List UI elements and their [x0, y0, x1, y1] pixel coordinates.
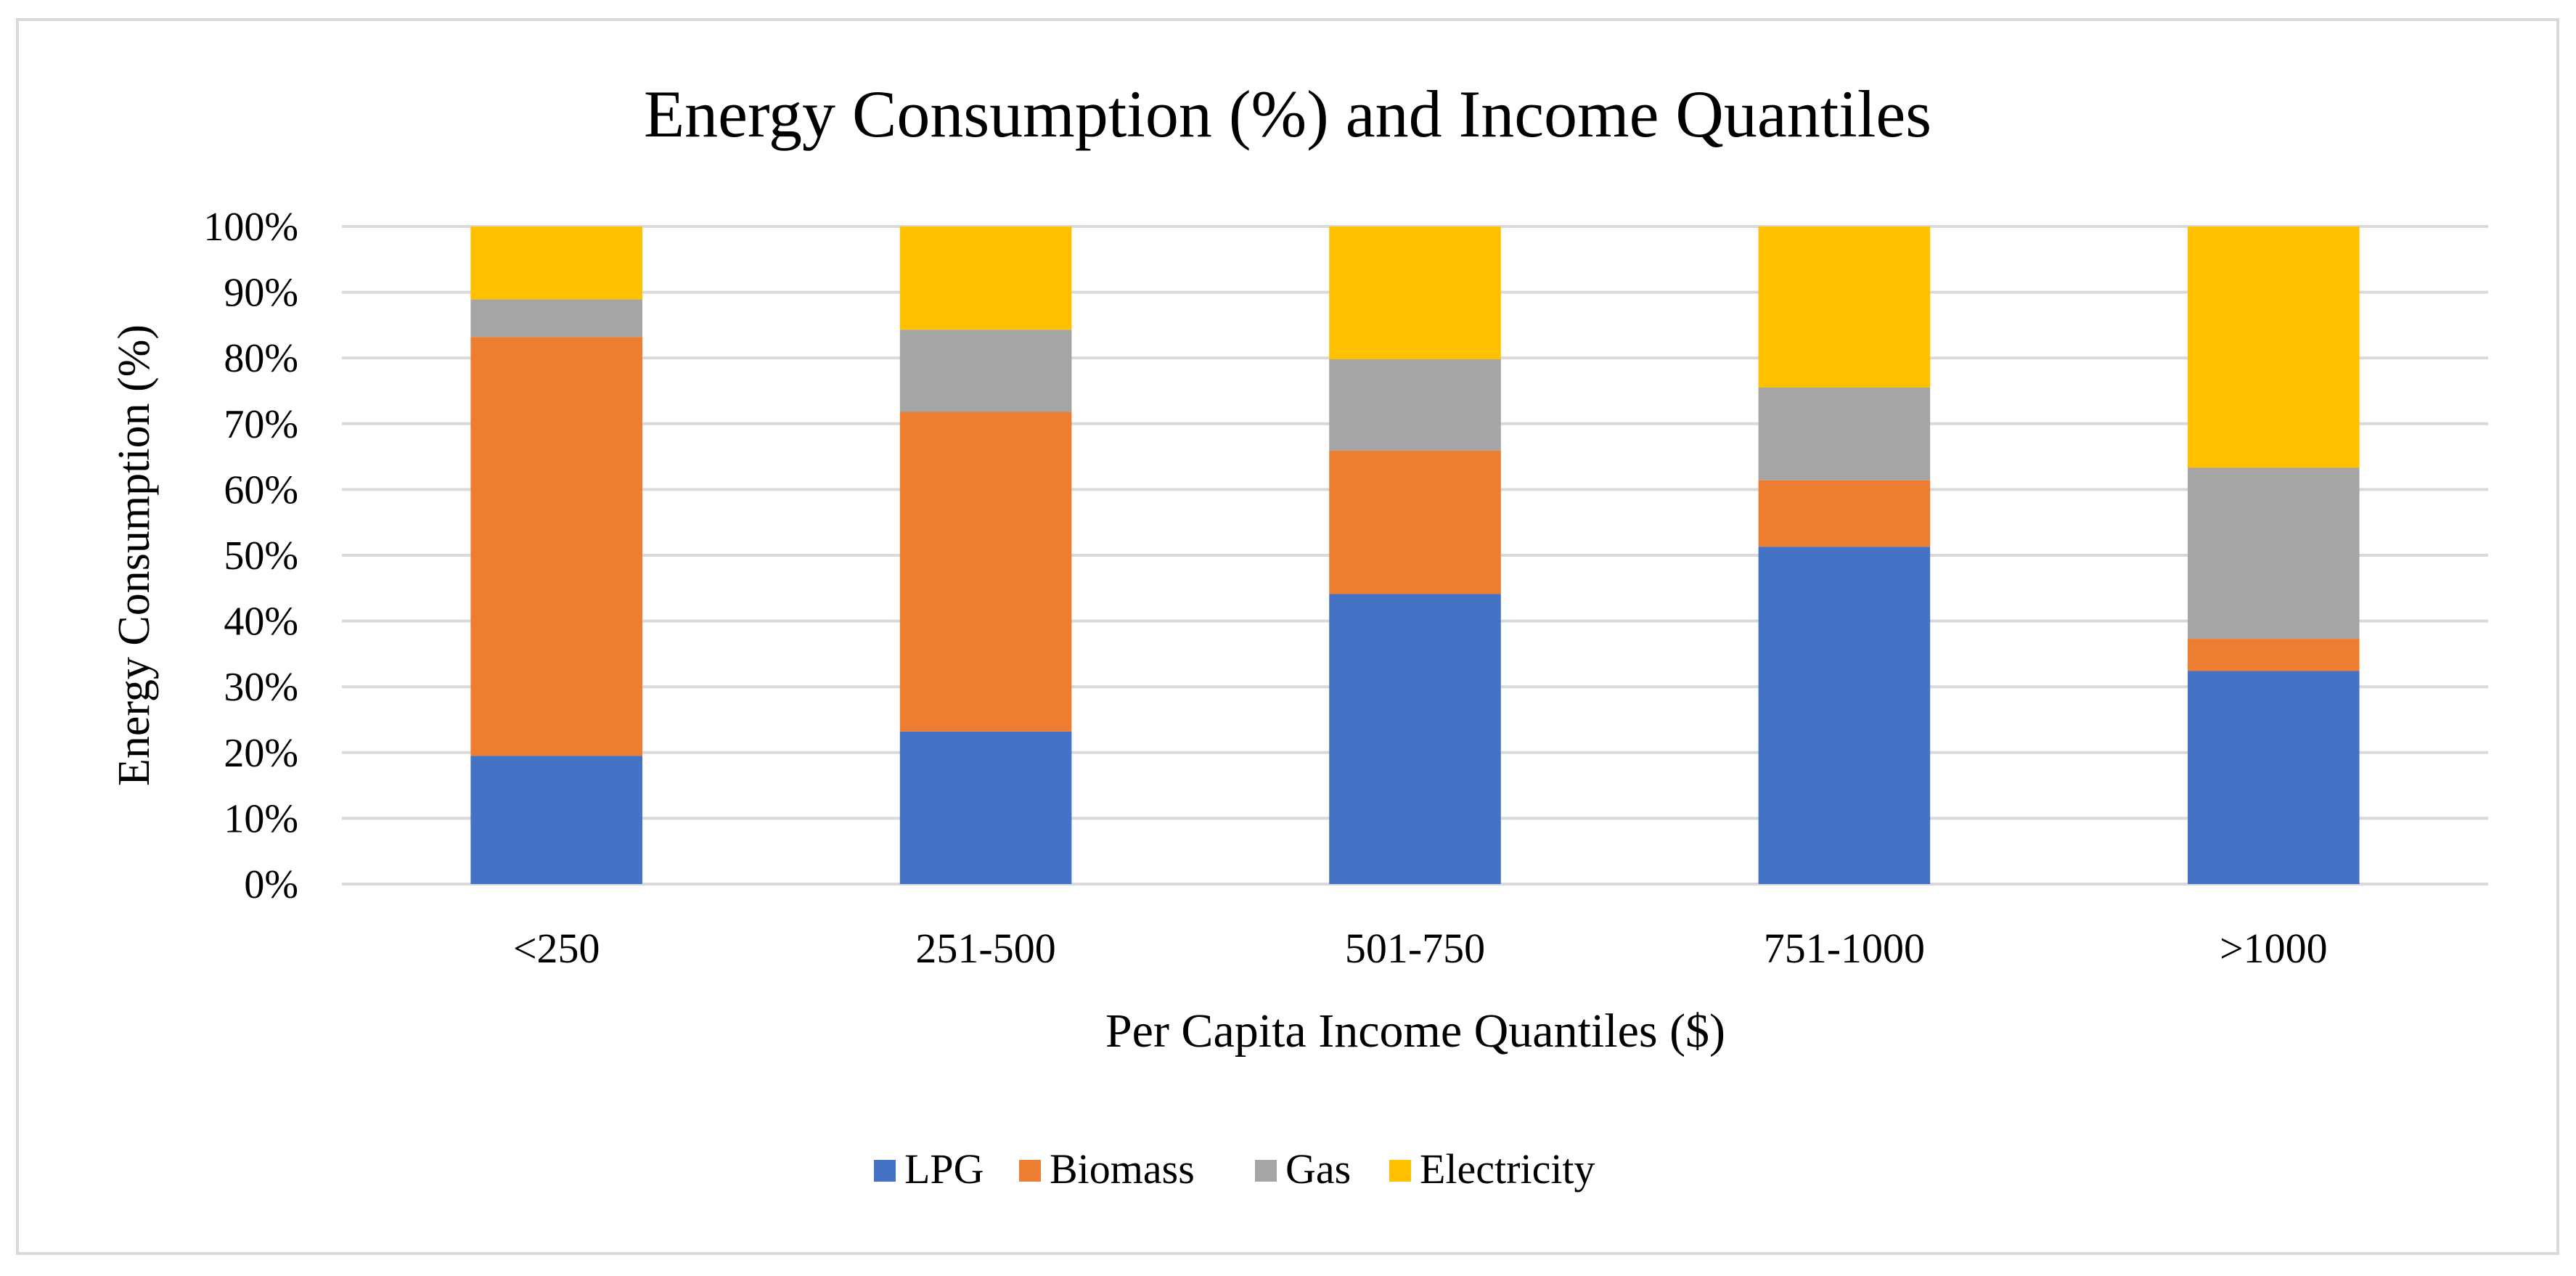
bar-segment-biomass-4 [2188, 639, 2360, 671]
x-tick-label: >1000 [2220, 925, 2328, 972]
bar-segment-biomass-3 [1758, 480, 1931, 547]
y-tick-label: 10% [224, 796, 298, 841]
y-tick-label: 0% [244, 862, 298, 907]
bar-segment-lpg-1 [899, 731, 1072, 884]
y-tick-label: 30% [224, 665, 298, 710]
bar-segment-biomass-1 [899, 412, 1072, 732]
legend-swatch-biomass [1019, 1160, 1041, 1182]
legend-label-gas: Gas [1285, 1145, 1351, 1193]
y-tick-label: 70% [224, 402, 298, 447]
chart-frame [16, 18, 2559, 1255]
bar-segment-lpg-0 [470, 756, 642, 884]
bar-segment-gas-2 [1329, 359, 1501, 451]
legend-label-lpg: LPG [904, 1145, 984, 1193]
x-axis-title: Per Capita Income Quantiles ($) [1105, 1005, 1725, 1058]
y-tick-label: 20% [224, 731, 298, 776]
x-tick-label: 751-1000 [1764, 925, 1925, 972]
bar-segment-lpg-3 [1758, 547, 1931, 884]
legend-swatch-electricity [1389, 1160, 1411, 1182]
bar-segment-gas-1 [899, 330, 1072, 412]
legend-label-biomass: Biomass [1050, 1145, 1195, 1193]
y-tick-label: 50% [224, 533, 298, 578]
bar-segment-electricity-0 [470, 226, 642, 300]
chart-title: Energy Consumption (%) and Income Quanti… [644, 77, 1931, 151]
y-tick-label: 100% [203, 205, 298, 250]
x-tick-label: <250 [513, 925, 600, 972]
x-tick-label: 251-500 [915, 925, 1055, 972]
bar-segment-lpg-4 [2188, 671, 2360, 884]
bar-segment-gas-3 [1758, 387, 1931, 480]
bar-segment-electricity-4 [2188, 226, 2360, 468]
legend-swatch-lpg [874, 1160, 896, 1182]
bar-segment-electricity-2 [1329, 226, 1501, 360]
bar-segment-biomass-2 [1329, 450, 1501, 594]
legend-swatch-gas [1255, 1160, 1277, 1182]
x-tick-label: 501-750 [1345, 925, 1485, 972]
bar-segment-gas-0 [470, 299, 642, 338]
y-tick-label: 90% [224, 271, 298, 316]
y-tick-label: 40% [224, 600, 298, 645]
legend: LPG Biomass Gas Electricity [874, 1145, 1595, 1193]
bar-segment-biomass-0 [470, 337, 642, 756]
y-axis-title: Energy Consumption (%) [110, 324, 159, 786]
bar-segment-electricity-3 [1758, 226, 1931, 388]
bar-segment-electricity-1 [899, 226, 1072, 330]
legend-label-electricity: Electricity [1420, 1145, 1595, 1193]
y-tick-label: 80% [224, 336, 298, 381]
bar-segment-gas-4 [2188, 467, 2360, 639]
bar-segment-lpg-2 [1329, 594, 1501, 884]
y-tick-label: 60% [224, 467, 298, 512]
